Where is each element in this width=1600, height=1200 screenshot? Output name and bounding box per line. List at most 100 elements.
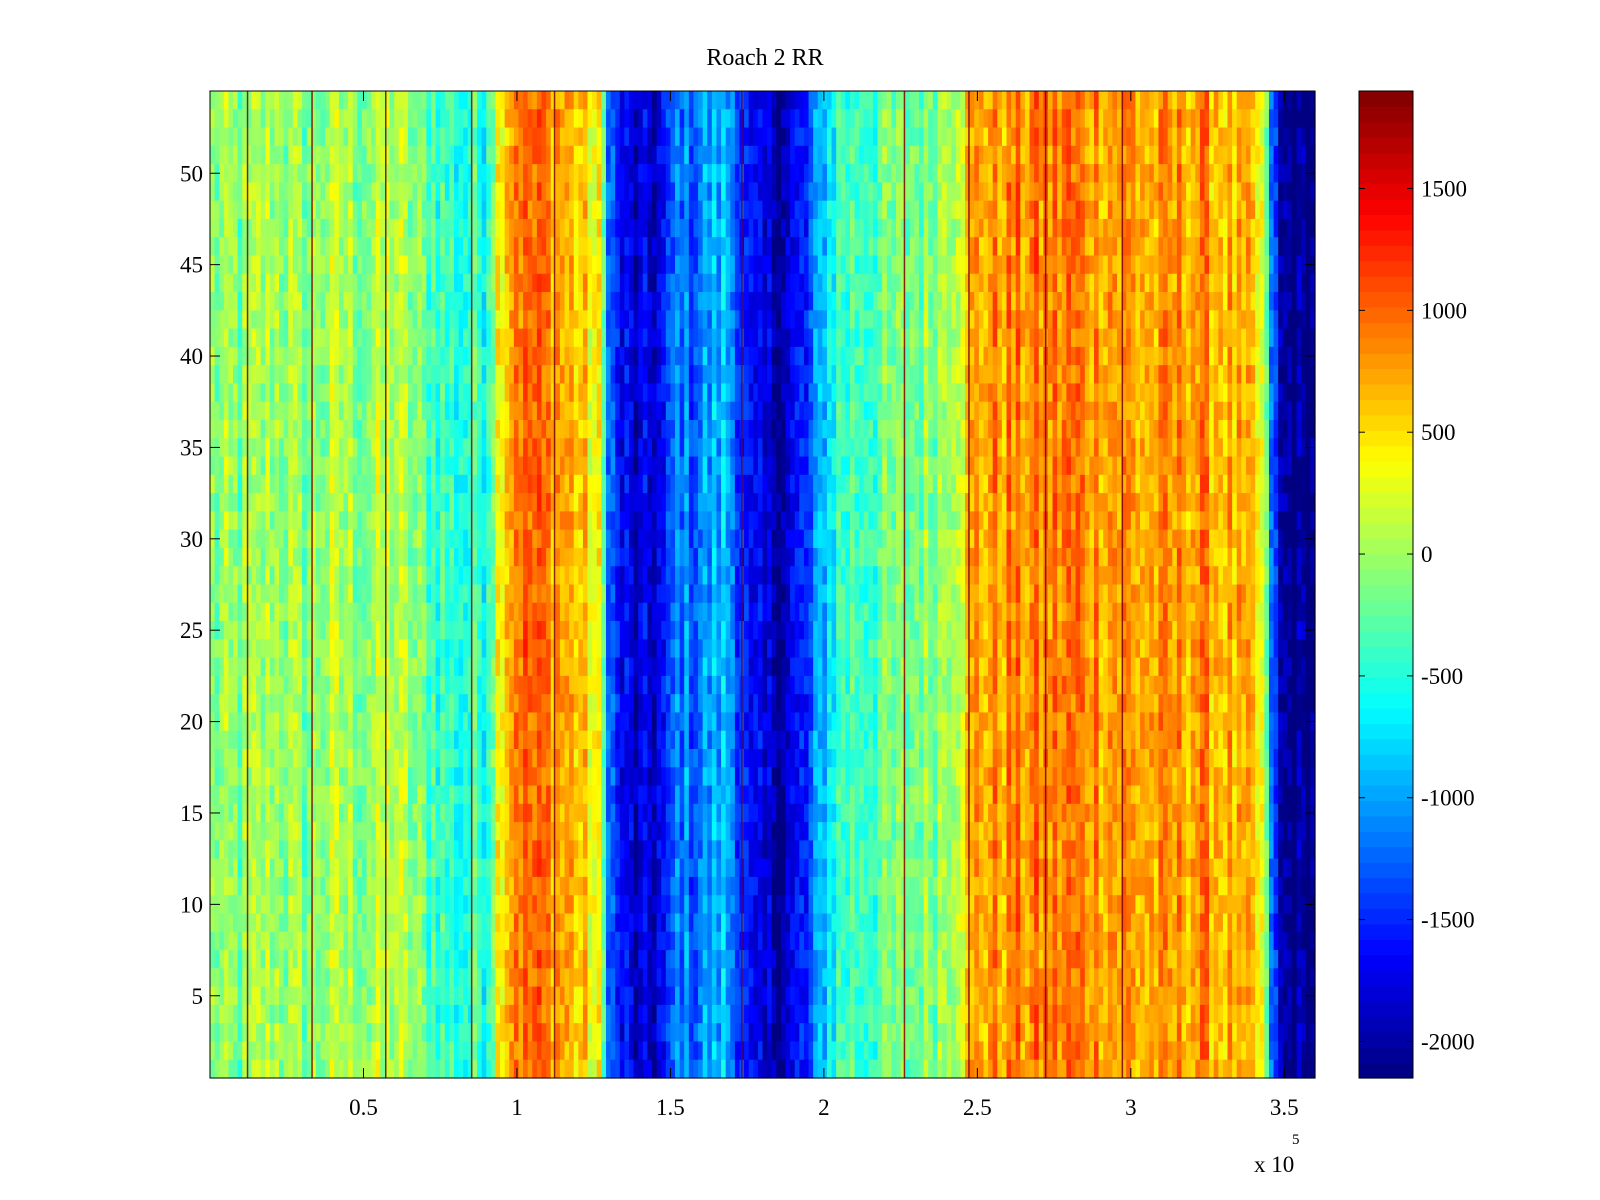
heatmap-cell	[564, 456, 570, 476]
heatmap-cell	[237, 401, 243, 421]
heatmap-cell	[978, 237, 985, 257]
heatmap-cell	[1103, 127, 1109, 147]
heatmap-cell	[1167, 365, 1173, 385]
heatmap-cell	[601, 200, 607, 220]
heatmap-cell	[909, 109, 916, 129]
heatmap-cell	[458, 365, 464, 385]
heatmap-cell	[1011, 273, 1017, 293]
heatmap-cell	[1163, 438, 1169, 458]
heatmap-cell	[1001, 237, 1008, 257]
heatmap-cell	[1070, 164, 1077, 183]
heatmap-cell	[776, 273, 782, 293]
heatmap-cell	[937, 346, 943, 366]
heatmap-cell	[495, 273, 501, 293]
heatmap-cell	[1130, 438, 1137, 458]
heatmap-cell	[693, 420, 699, 439]
heatmap-cell	[1011, 346, 1017, 366]
heatmap-cell	[1024, 255, 1031, 275]
heatmap-cell	[578, 401, 584, 421]
heatmap-cell	[854, 164, 860, 183]
heatmap-cell	[1241, 365, 1247, 385]
heatmap-cell	[403, 164, 409, 183]
heatmap-cell	[523, 346, 529, 366]
heatmap-cell	[707, 401, 713, 421]
heatmap-cell	[937, 273, 943, 293]
heatmap-cell	[734, 164, 741, 183]
heatmap-cell	[785, 164, 791, 183]
heatmap-cell	[265, 273, 271, 293]
heatmap-cell	[329, 383, 335, 403]
heatmap-cell	[564, 420, 570, 439]
heatmap-cell	[449, 328, 455, 348]
heatmap-cell	[1273, 91, 1279, 110]
heatmap-cell	[495, 218, 501, 238]
heatmap-cell	[444, 383, 451, 403]
heatmap-cell	[679, 456, 685, 476]
heatmap-cell	[799, 292, 805, 311]
heatmap-cell	[403, 420, 409, 439]
heatmap-cell	[1186, 420, 1192, 439]
heatmap-cell	[1144, 420, 1150, 439]
heatmap-cell	[555, 237, 561, 257]
heatmap-cell	[1181, 109, 1187, 129]
heatmap-cell	[477, 145, 483, 165]
heatmap-cell	[536, 164, 543, 183]
heatmap-cell	[1199, 365, 1206, 385]
heatmap-cell	[1172, 365, 1178, 385]
heatmap-cell	[1011, 145, 1017, 165]
heatmap-cell	[440, 346, 446, 366]
heatmap-cell	[417, 365, 423, 385]
heatmap-cell	[1167, 91, 1173, 110]
heatmap-cell	[1117, 218, 1123, 238]
heatmap-cell	[928, 109, 934, 129]
heatmap-cell	[1204, 346, 1210, 366]
heatmap-cell	[1264, 365, 1270, 385]
heatmap-cell	[375, 237, 381, 257]
heatmap-cell	[578, 456, 584, 476]
heatmap-cell	[559, 127, 566, 147]
heatmap-cell	[647, 292, 653, 311]
heatmap-cell	[283, 255, 289, 275]
heatmap-cell	[1066, 164, 1072, 183]
heatmap-cell	[978, 109, 985, 129]
heatmap-cell	[292, 237, 299, 257]
heatmap-cell	[716, 310, 722, 330]
heatmap-cell	[1296, 420, 1302, 439]
heatmap-cell	[923, 420, 929, 439]
heatmap-cell	[1259, 218, 1265, 238]
heatmap-cell	[1066, 310, 1072, 330]
heatmap-cell	[1172, 91, 1178, 110]
heatmap-cell	[500, 456, 506, 476]
heatmap-cell	[375, 456, 381, 476]
heatmap-cell	[960, 182, 966, 202]
heatmap-cell	[1080, 273, 1086, 293]
heatmap-cell	[619, 328, 625, 348]
heatmap-cell	[1264, 91, 1270, 110]
heatmap-cell	[753, 383, 759, 403]
heatmap-cell	[909, 218, 916, 238]
heatmap-cell	[343, 164, 349, 183]
heatmap-cell	[1117, 401, 1123, 421]
heatmap-cell	[431, 109, 437, 129]
heatmap-cell	[932, 438, 939, 458]
heatmap-cell	[375, 218, 381, 238]
heatmap-cell	[734, 346, 741, 366]
heatmap-cell	[744, 164, 750, 183]
heatmap-cell	[214, 145, 220, 165]
heatmap-cell	[394, 273, 400, 293]
heatmap-cell	[624, 438, 630, 458]
heatmap-cell	[988, 200, 994, 220]
heatmap-cell	[233, 237, 239, 257]
heatmap-cell	[477, 456, 483, 476]
heatmap-cell	[1282, 383, 1288, 403]
heatmap-cell	[228, 273, 234, 293]
heatmap-cell	[596, 420, 602, 439]
heatmap-cell	[541, 365, 547, 385]
heatmap-cell	[845, 438, 851, 458]
heatmap-cell	[808, 346, 814, 366]
heatmap-cell	[753, 365, 759, 385]
heatmap-cell	[744, 438, 750, 458]
heatmap-cell	[656, 237, 662, 257]
heatmap-cell	[421, 438, 427, 458]
heatmap-cell	[587, 456, 593, 476]
